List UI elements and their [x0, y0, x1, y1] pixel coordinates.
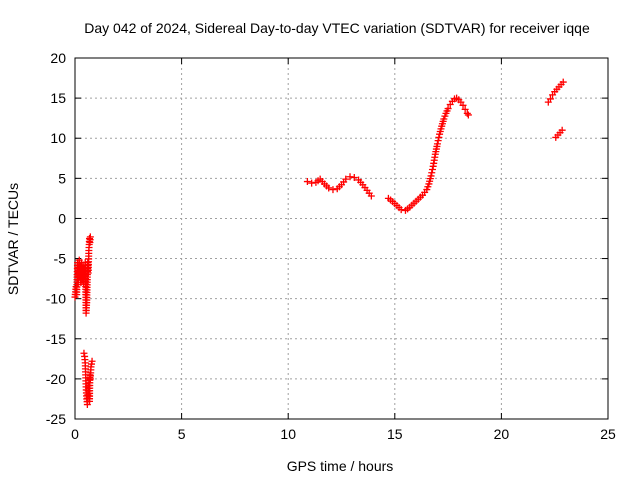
data-point — [558, 126, 566, 134]
y-tick-label: -25 — [46, 411, 66, 427]
data-point — [346, 173, 354, 181]
y-axis-ticks: -25 -20 -15 -10 -5 0 5 10 15 20 — [46, 50, 608, 427]
y-tick-label: 10 — [50, 130, 66, 146]
x-tick-label: 5 — [178, 426, 186, 442]
y-tick-label: -10 — [46, 291, 66, 307]
x-tick-label: 10 — [280, 426, 296, 442]
x-tick-label: 20 — [494, 426, 510, 442]
data-point — [463, 109, 471, 117]
data-point — [434, 137, 442, 145]
data-point — [342, 175, 350, 183]
y-axis-label: SDTVAR / TECUs — [5, 183, 21, 295]
x-tick-label: 0 — [71, 426, 79, 442]
plot-frame — [74, 57, 609, 420]
data-point — [329, 186, 337, 194]
data-point — [444, 105, 452, 113]
data-point — [88, 357, 96, 365]
y-tick-label: -5 — [54, 251, 67, 267]
data-point — [461, 105, 469, 113]
chart-title: Day 042 of 2024, Sidereal Day-to-day VTE… — [84, 20, 590, 36]
x-tick-label: 15 — [387, 426, 403, 442]
data-points — [71, 78, 567, 409]
y-tick-label: 5 — [58, 170, 66, 186]
data-point — [464, 111, 472, 119]
data-point — [427, 172, 435, 180]
data-point — [303, 178, 311, 186]
data-point — [86, 233, 94, 241]
data-point — [559, 78, 567, 86]
data-point — [435, 133, 443, 141]
y-tick-label: 15 — [50, 90, 66, 106]
x-tick-label: 25 — [600, 426, 616, 442]
data-point — [367, 192, 375, 200]
data-point — [433, 140, 441, 148]
data-point — [350, 174, 358, 182]
data-point — [459, 101, 467, 109]
y-tick-label: 0 — [58, 210, 66, 226]
grid — [75, 58, 608, 419]
data-point — [397, 206, 405, 214]
x-axis-label: GPS time / hours — [287, 458, 394, 474]
data-point — [428, 169, 436, 177]
y-tick-label: 20 — [50, 50, 66, 66]
data-point — [325, 184, 333, 192]
y-tick-label: -20 — [46, 371, 66, 387]
data-point — [428, 166, 436, 174]
data-point — [546, 95, 554, 103]
x-axis-ticks: 0 5 10 15 20 25 — [71, 58, 616, 442]
data-point — [308, 179, 316, 187]
y-tick-label: -15 — [46, 331, 66, 347]
